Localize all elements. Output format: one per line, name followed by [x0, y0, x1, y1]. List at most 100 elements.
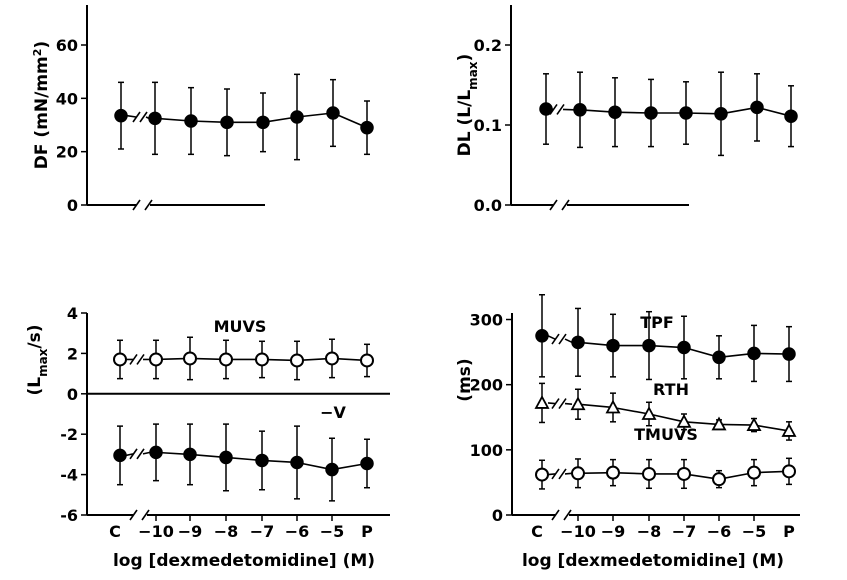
x-tick-label: C [109, 522, 121, 541]
data-point [183, 351, 197, 366]
data-point [677, 466, 691, 481]
data-point [676, 413, 692, 428]
y-tick-label: -4 [60, 466, 78, 485]
data-point [326, 106, 340, 120]
x-tick-label: −5 [320, 522, 345, 541]
data-point [113, 448, 127, 463]
y-tick-label: 0.1 [474, 116, 502, 135]
x-tick-label: −6 [707, 522, 732, 541]
series-break-mark [132, 111, 141, 123]
data-point [571, 466, 585, 481]
data-point [360, 353, 374, 368]
series-break-mark [558, 468, 567, 480]
x-axis-label: log [dexmedetomidine] (M) [522, 551, 784, 571]
axis-break-mark [132, 199, 141, 211]
y-tick-label: 200 [470, 376, 503, 395]
data-point [644, 106, 658, 120]
x-tick-label: −8 [637, 522, 662, 541]
series-line [564, 402, 573, 406]
data-point [571, 335, 585, 350]
series-v [113, 423, 374, 502]
data-point [325, 351, 339, 366]
y-tick-label: 20 [56, 143, 78, 162]
series-break-mark [139, 111, 148, 123]
data-point [712, 472, 726, 487]
y-tick-label: 100 [470, 441, 503, 460]
series-break-mark [129, 448, 138, 460]
data-point [113, 352, 127, 367]
series-tpf [535, 294, 796, 383]
data-point [149, 352, 163, 367]
data-point [535, 329, 549, 343]
data-point [711, 416, 727, 431]
series-main [539, 71, 798, 157]
series-line [683, 421, 720, 426]
y-tick-label: 0.2 [474, 36, 502, 55]
y-axis-label: DF (mN/mm2) [31, 41, 53, 169]
data-point [679, 106, 693, 120]
series-break-mark [558, 398, 567, 410]
series-muvs [113, 336, 374, 381]
series-line [612, 406, 650, 415]
y-tick-label: -2 [60, 425, 78, 444]
axis-break-mark [129, 509, 138, 521]
data-point [539, 102, 553, 116]
data-point [290, 455, 304, 470]
data-point [184, 114, 198, 128]
series-label: TPF [640, 313, 674, 332]
data-point [642, 338, 656, 353]
series-break-mark [551, 398, 560, 410]
series-break-mark [556, 103, 565, 115]
x-tick-label: −9 [178, 522, 203, 541]
series-break-mark [136, 448, 145, 460]
data-point [747, 465, 761, 480]
x-tick-label: −6 [285, 522, 310, 541]
y-tick-label: 0 [492, 506, 503, 525]
x-tick-label: −9 [601, 522, 626, 541]
data-point [219, 352, 233, 367]
data-point [219, 450, 233, 465]
data-point [606, 338, 620, 353]
x-tick-label: −10 [138, 522, 174, 541]
data-point [782, 464, 796, 479]
data-point [605, 399, 621, 414]
data-point [360, 456, 374, 471]
data-point [714, 107, 728, 121]
axis-break-mark [561, 199, 570, 211]
data-point [608, 105, 622, 119]
data-point [641, 406, 657, 420]
data-point [781, 423, 797, 437]
series-label: −V [320, 403, 346, 422]
data-point [149, 445, 163, 460]
data-point [750, 100, 764, 115]
series-line [142, 451, 151, 455]
x-tick-label: P [361, 522, 373, 541]
series-main [114, 73, 374, 161]
data-point [746, 417, 762, 431]
series-line [547, 402, 556, 405]
series-line [564, 338, 573, 344]
y-tick-label: 0 [67, 385, 78, 404]
series-line [648, 413, 685, 423]
data-point [255, 352, 269, 367]
x-tick-label: −5 [742, 522, 767, 541]
y-tick-label: 0 [67, 196, 78, 215]
y-tick-label: 300 [470, 311, 503, 330]
data-point [325, 462, 339, 477]
series-label: RTH [653, 380, 689, 399]
axis-break-mark [141, 509, 150, 521]
data-point [642, 466, 656, 481]
axis-break-mark [144, 199, 153, 211]
data-point [784, 109, 798, 123]
x-tick-label: C [531, 522, 543, 541]
y-tick-label: 0.0 [474, 196, 502, 215]
series-tmuvs [535, 457, 796, 490]
series-line [753, 424, 790, 432]
series-break-mark [129, 354, 138, 365]
series-break-mark [136, 354, 145, 365]
data-point [148, 111, 162, 126]
x-tick-label: −8 [214, 522, 239, 541]
y-tick-label: 40 [56, 89, 78, 108]
